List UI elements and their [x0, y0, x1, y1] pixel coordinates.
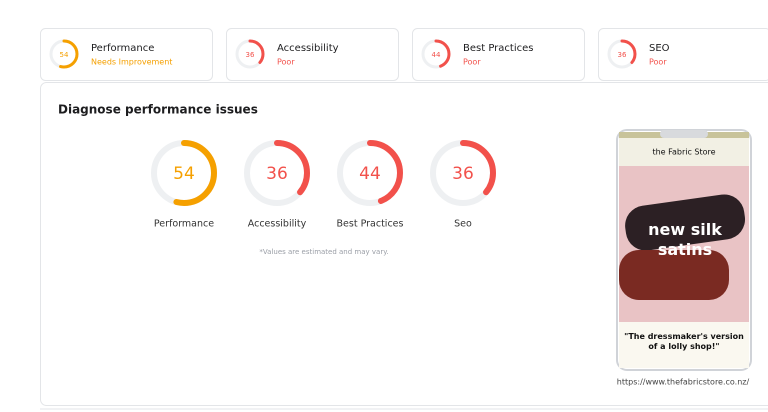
gauge-label: Performance [154, 219, 214, 230]
quote-area [619, 322, 749, 368]
notch [660, 130, 708, 138]
panel-title: Diagnose performance issues [58, 103, 258, 117]
gauge-score: 44 [432, 51, 441, 59]
note: *Values are estimated and may vary. [259, 248, 388, 256]
url: https://www.thefabricstore.co.nz/ [617, 378, 750, 387]
gauge-label: Seo [454, 219, 472, 230]
panel [40, 82, 768, 406]
card-status: Poor [277, 58, 295, 67]
headline: new silk satins [648, 220, 722, 259]
gauge-label: Accessibility [248, 219, 307, 230]
gauge-label: Best Practices [337, 219, 404, 230]
gauge-arc [421, 39, 451, 69]
gauge-score: 54 [60, 51, 69, 59]
score-card[interactable] [40, 28, 213, 81]
gauge-arc [235, 39, 265, 69]
gauge-score: 36 [246, 51, 255, 59]
card-status: Poor [463, 58, 481, 67]
gauge-score: 36 [618, 51, 627, 59]
fabric-roll [625, 194, 746, 251]
site-header [619, 138, 749, 166]
card-label: Performance [91, 43, 154, 54]
gauge-arc [337, 140, 403, 206]
gauge-arc [151, 140, 217, 206]
card-status: Poor [649, 58, 667, 67]
card-status: Needs Improvement [91, 58, 172, 67]
card-label: Accessibility [277, 43, 339, 54]
gauge-score: 36 [452, 164, 474, 184]
gauge-score: 54 [173, 164, 195, 184]
gauge-arc [607, 39, 637, 69]
score-card[interactable] [226, 28, 399, 81]
gauge-score: 44 [359, 164, 381, 184]
gauge-score: 36 [266, 164, 288, 184]
card-label: Best Practices [463, 43, 533, 54]
card-label: SEO [649, 43, 670, 54]
score-card[interactable] [412, 28, 585, 81]
fabric-roll [619, 250, 729, 300]
phone-preview: the Fabric Store new silk satins "The dr… [616, 129, 752, 371]
gauge-arc [49, 39, 79, 69]
brand: the Fabric Store [652, 148, 715, 157]
score-card[interactable] [598, 28, 768, 81]
gauge-arc [244, 140, 310, 206]
gauge-arc [430, 140, 496, 206]
headline-box: new silk satins [648, 220, 722, 259]
quote-box: "The dressmaker's version of a lolly sho… [624, 332, 744, 351]
quote: "The dressmaker's version of a lolly sho… [624, 332, 744, 351]
